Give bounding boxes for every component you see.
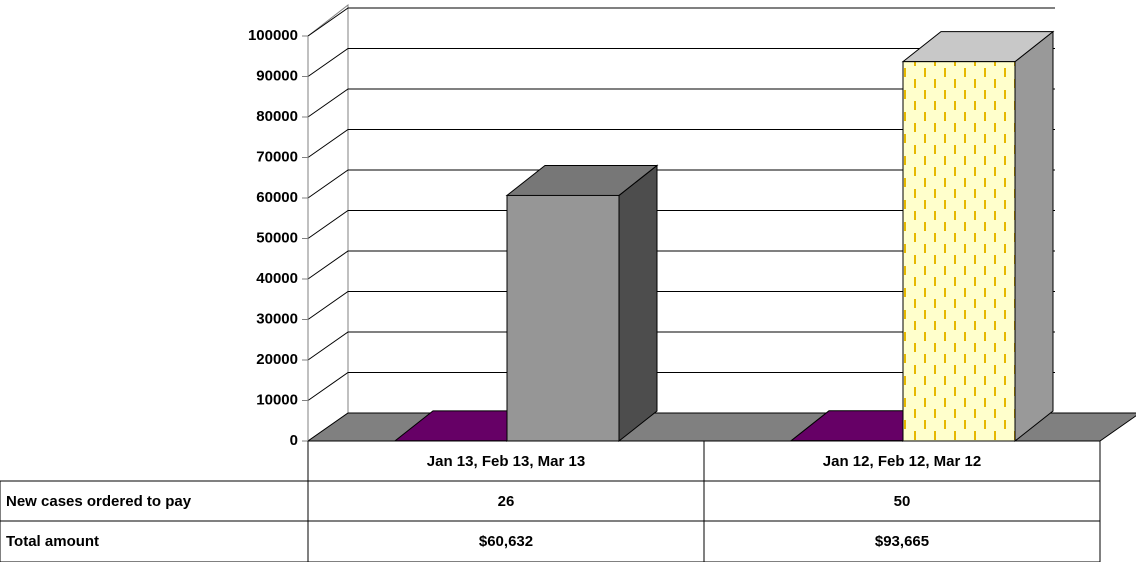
grid-line <box>307 372 1055 401</box>
table-value: $60,632 <box>479 533 533 550</box>
y-tick-label: 50000 <box>256 229 298 246</box>
y-tick-label: 60000 <box>256 189 298 206</box>
grid-line <box>307 169 1055 199</box>
grid-line <box>307 88 1055 118</box>
grid-line <box>307 250 1055 280</box>
bar <box>902 61 1016 442</box>
y-tick-label: 30000 <box>256 310 298 327</box>
y-tick-label: 90000 <box>256 67 298 84</box>
y-tick-label: 0 <box>290 432 298 449</box>
x-tick-label: Jan 12, Feb 12, Mar 12 <box>823 453 981 470</box>
grid-line <box>307 210 1055 239</box>
y-tick-label: 80000 <box>256 108 298 125</box>
y-tick-label: 100000 <box>248 27 298 44</box>
bar <box>506 194 620 442</box>
side-wall <box>307 3 349 442</box>
table-value: 26 <box>498 493 515 510</box>
y-tick-label: 40000 <box>256 270 298 287</box>
grid-line <box>307 291 1055 320</box>
legend-label: Total amount <box>6 533 99 550</box>
y-tick-label: 10000 <box>256 391 298 408</box>
grid-line <box>307 48 1055 77</box>
grid-line <box>307 7 1055 37</box>
table-value: $93,665 <box>875 533 929 550</box>
y-tick-label: 20000 <box>256 351 298 368</box>
bar-side <box>618 164 658 443</box>
table-value: 50 <box>894 493 911 510</box>
y-tick-label: 70000 <box>256 148 298 165</box>
x-tick-label: Jan 13, Feb 13, Mar 13 <box>427 453 585 470</box>
bar-side <box>1014 30 1054 443</box>
grid-line <box>307 129 1055 158</box>
legend-label: New cases ordered to pay <box>6 493 192 510</box>
grid-line <box>307 331 1055 361</box>
